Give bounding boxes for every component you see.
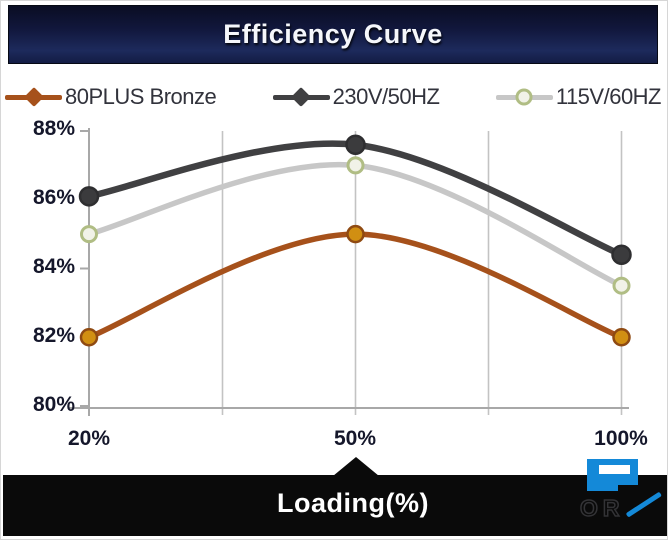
legend-swatch-230v-50hz: [272, 84, 330, 110]
watermark-e-logo-icon: [587, 459, 638, 491]
legend-swatch-80plus-bronze: [5, 84, 62, 110]
chart-title-bar: Efficiency Curve: [8, 5, 658, 64]
data-point-230v-50hz: [345, 134, 366, 155]
chart-title: Efficiency Curve: [223, 19, 443, 49]
y-tick-label: 80%: [32, 393, 75, 416]
data-point-115v-60hz: [612, 276, 631, 295]
x-axis-title-bar: [3, 475, 667, 536]
y-tick-label: 84%: [32, 255, 75, 278]
logo-white-slot: [599, 465, 630, 474]
x-tick-label: 20%: [67, 427, 111, 450]
data-point-80plus-bronze: [612, 328, 631, 347]
legend-label: 115V/60HZ: [555, 84, 662, 109]
watermark-ghost-text: OR: [579, 494, 625, 522]
data-point-115v-60hz: [80, 225, 98, 244]
x-axis-title: Loading(%): [277, 488, 429, 518]
legend-label: 80PLUS Bronze: [65, 84, 217, 109]
legend-swatch-115v-60hz: [495, 84, 553, 110]
chart-legend: 80PLUS Bronze 230V/50HZ 115V/60HZ: [5, 82, 662, 112]
legend-item-80plus-bronze: 80PLUS Bronze: [5, 84, 217, 110]
y-tick-label: 86%: [32, 186, 75, 209]
legend-item-115v-60hz: 115V/60HZ: [495, 84, 662, 110]
data-point-230v-50hz: [78, 186, 100, 207]
legend-label: 230V/50HZ: [332, 84, 440, 109]
arrow-up-icon: [333, 457, 379, 476]
y-tick-label: 88%: [32, 117, 75, 140]
data-point-115v-60hz: [346, 156, 365, 175]
x-tick-label: 50%: [333, 427, 377, 450]
logo-notch: [618, 485, 638, 491]
x-tick-label: 100%: [594, 427, 648, 450]
open-circle-marker-icon: [515, 88, 533, 106]
data-point-80plus-bronze: [79, 328, 99, 347]
data-point-80plus-bronze: [346, 224, 365, 244]
legend-item-230v-50hz: 230V/50HZ: [272, 84, 440, 110]
y-tick-label: 82%: [32, 324, 75, 347]
data-point-230v-50hz: [611, 244, 632, 265]
